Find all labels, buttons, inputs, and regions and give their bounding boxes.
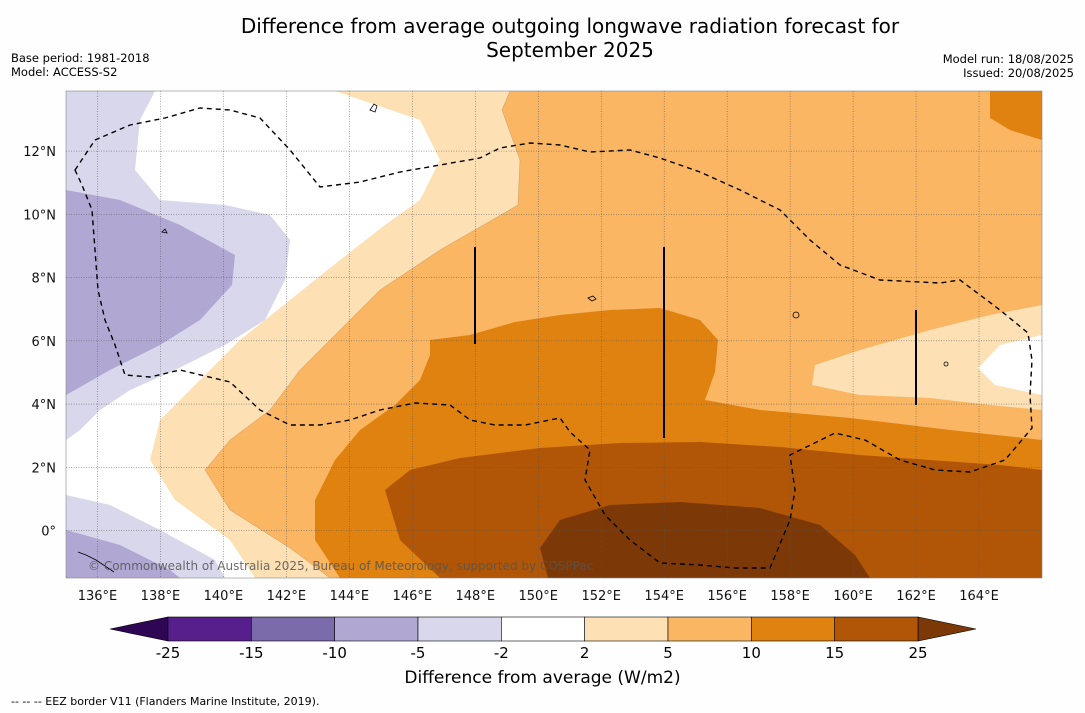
line-features [474,247,917,438]
colorbar-swatch [751,616,835,642]
colorbar-label: Difference from average (W/m2) [404,668,681,688]
colorbar-extend-low [109,616,169,642]
lon-tick-label: 164°E [959,589,999,604]
issued-date: Issued: 20/08/2025 [963,66,1074,80]
lon-tick-label: 142°E [267,589,307,604]
lon-tick-label: 146°E [393,589,433,604]
lon-tick-label: 150°E [518,589,558,604]
meta-left: Base period: 1981-2018 Model: ACCESS-S2 [11,51,150,79]
lon-tick-label: 154°E [644,589,684,604]
lat-tick-label: 2°N [32,461,57,476]
band-neg2-to-2-east [978,335,1042,395]
title-line-1: Difference from average outgoing longwav… [240,14,900,38]
colorbar-extend-high [917,616,977,642]
footer-note: -- -- -- EEZ border V11 (Flanders Marine… [11,695,320,708]
anomaly-field: © Commonwealth of Australia 2025, Bureau… [66,91,1042,578]
lat-tick-label: 12°N [23,145,56,160]
colorbar-swatch [334,616,419,642]
colorbar-tick-label: 2 [580,644,590,662]
colorbar-swatch [167,616,252,642]
colorbar-tick-label: 15 [825,644,844,662]
band-2-to-5-east [812,305,1042,410]
plot-frame [65,90,1043,579]
colorbar-swatch [584,616,669,642]
lon-tick-label: 144°E [330,589,370,604]
band-above-25 [540,502,870,578]
colorbar-tick-label: -2 [494,644,509,662]
lon-tick-label: 136°E [78,589,118,604]
lat-tick-label: 10°N [23,208,56,223]
colorbar-swatch [834,616,919,642]
lon-tick-label: 140°E [204,589,244,604]
islands [77,103,949,573]
model-run: Model run: 18/08/2025 [942,52,1074,66]
colorbar-tick-label: 5 [663,644,673,662]
colorbar-tick-label: -10 [322,644,347,662]
copyright-text: © Commonwealth of Australia 2025, Bureau… [88,559,593,573]
lat-tick-label: 6°N [32,335,57,350]
longitude-labels: 136°E 138°E 140°E 142°E 144°E 146°E 148°E 150°E… [78,589,999,604]
map-title: Difference from average outgoing longwav… [200,14,940,62]
colorbar-tick-label: -25 [156,644,181,662]
colorbar-tick-label: -15 [239,644,264,662]
latitude-labels: 12°N 10°N 8°N 6°N 4°N 2°N 0° [23,145,56,539]
lon-tick-label: 148°E [456,589,496,604]
lon-tick-label: 138°E [141,589,181,604]
colorbar-swatch [501,616,585,642]
band-neg10-to-neg5 [66,190,235,578]
title-line-2: September 2025 [486,38,654,62]
lat-tick-label: 0° [41,525,56,540]
eez-border [74,107,1033,569]
lon-tick-label: 152°E [581,589,621,604]
base-period: Base period: 1981-2018 [11,51,150,65]
colorbar-tick-label: -5 [411,644,426,662]
colorbar-tick-label: 10 [742,644,761,662]
colorbar-swatch [667,616,752,642]
model-name: Model: ACCESS-S2 [11,65,118,79]
lon-tick-label: 158°E [770,589,810,604]
lat-tick-label: 4°N [32,398,57,413]
lat-tick-label: 8°N [32,272,57,287]
lon-tick-label: 162°E [896,589,936,604]
lon-tick-label: 156°E [707,589,747,604]
colorbar-swatch [417,616,502,642]
colorbar: -25 -15 -10 -5 -2 2 5 10 15 25 [109,616,977,662]
colorbar-swatch [251,616,335,642]
lon-tick-label: 160°E [833,589,873,604]
meta-right: Model run: 18/08/2025 Issued: 20/08/2025 [943,52,1074,80]
colorbar-tick-label: 25 [908,644,927,662]
